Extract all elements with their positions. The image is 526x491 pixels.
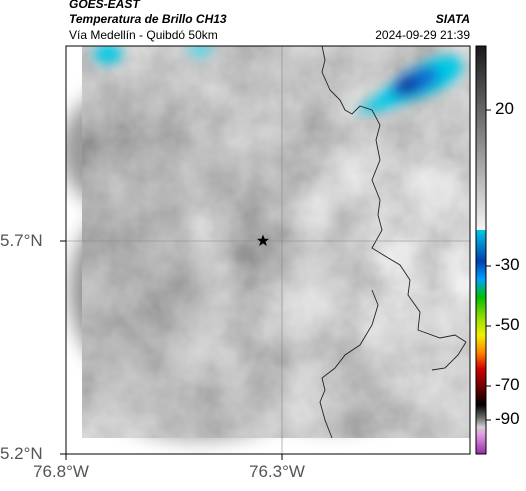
cold-cloud (94, 46, 463, 113)
star-icon (257, 234, 269, 246)
y-tick-label: 5.7°N (0, 231, 43, 250)
satellite-image (66, 46, 470, 454)
satellite-title: GOES-EAST (69, 0, 140, 11)
colorbar-label: -90 (495, 409, 520, 428)
colorbar-label: -70 (495, 375, 520, 394)
border-lines (319, 46, 467, 439)
axis-ticks (60, 240, 283, 460)
colorbar-label: -30 (495, 255, 520, 274)
colorbar (475, 45, 491, 455)
map-frame (65, 45, 471, 455)
region-subtitle: Vía Medellín - Quibdó 50km (69, 28, 218, 42)
institution-label: SIATA (435, 12, 470, 26)
datetime-label: 2024-09-29 21:39 (375, 28, 470, 42)
gridlines (66, 46, 470, 454)
y-tick-label: 5.2°N (0, 444, 43, 463)
x-tick-label: 76.3°W (249, 462, 305, 481)
product-title: Temperatura de Brillo CH13 (69, 12, 227, 26)
x-tick-label: 76.8°W (33, 462, 89, 481)
colorbar-label: -50 (495, 315, 520, 334)
colorbar-label: 20 (495, 99, 514, 118)
